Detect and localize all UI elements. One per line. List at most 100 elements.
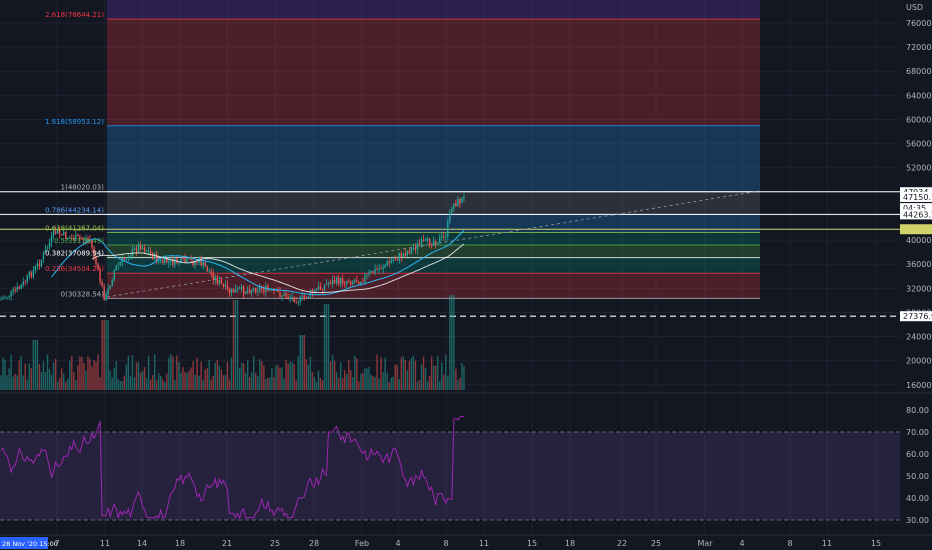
candle-body [366, 274, 368, 276]
candle-body [111, 280, 113, 287]
volume-bar [255, 373, 257, 390]
volume-bar [91, 366, 93, 390]
candle-body [434, 241, 437, 245]
volume-bar [180, 372, 182, 390]
volume-bar [451, 295, 453, 390]
volume-bar [414, 360, 417, 390]
candle-body [337, 277, 340, 285]
candle-body [358, 282, 360, 284]
rsi-axis[interactable]: 80.00 70.00 60.00 50.00 40.00 30.00 [906, 406, 929, 525]
candle-body [386, 261, 388, 266]
volume-bar [34, 340, 37, 390]
candle-body [32, 270, 35, 277]
candle-body [457, 199, 459, 207]
volume-bar [248, 377, 251, 390]
candle-body [402, 253, 405, 258]
volume-bar [323, 304, 326, 390]
candle-body [107, 288, 109, 294]
candle-body [222, 283, 225, 287]
volume-bar [333, 360, 336, 390]
volume-bar [224, 375, 227, 390]
volume-bar [339, 362, 342, 390]
volume-bar [376, 354, 378, 390]
volume-bar [153, 354, 156, 390]
candle-body [0, 299, 2, 301]
volume-bar [432, 365, 435, 390]
volume-bar [434, 365, 437, 390]
price-tag [900, 224, 932, 235]
candle-body [141, 247, 144, 250]
time-tick-label: 7 [54, 539, 59, 548]
candle-body [26, 275, 29, 282]
price-candles [0, 192, 465, 306]
fib-level-label: 0.618(41267.04) [45, 224, 104, 232]
volume-bar [22, 375, 24, 390]
volume-bar [386, 372, 388, 390]
volume-bar [321, 380, 324, 390]
volume-bar [250, 372, 253, 390]
volume-bar [10, 354, 12, 390]
price-tick-label: 56000.00 [906, 140, 932, 149]
candle-body [253, 287, 255, 291]
candle-body [20, 285, 22, 289]
candle-body [250, 290, 253, 294]
fib-zone [107, 191, 760, 215]
candle-body [420, 239, 423, 244]
fib-level-label: 0.236(34504.24) [45, 265, 104, 273]
volume-bar [430, 356, 433, 390]
candle-body [194, 261, 196, 266]
candle-body [329, 282, 332, 285]
volume-bar [73, 371, 75, 390]
volume-bar [459, 377, 461, 390]
candle-body [352, 281, 354, 285]
volume-bar [455, 368, 457, 390]
candle-body [166, 258, 168, 263]
candle-body [162, 259, 164, 263]
volume-bar [346, 373, 348, 390]
candle-body [85, 239, 87, 241]
candle-body [190, 258, 192, 261]
price-tick-label: 60000.00 [906, 115, 932, 124]
price-tick-label: 72000.00 [906, 43, 932, 52]
volume-bar [307, 364, 310, 390]
price-tag [900, 209, 932, 220]
volume-bar [261, 360, 263, 390]
volume-bar [370, 374, 372, 390]
volume-bar [48, 368, 51, 390]
volume-bar [313, 376, 316, 390]
volume-bar [147, 356, 150, 390]
candle-body [309, 290, 312, 297]
volume-bar [204, 369, 206, 390]
candle-body [439, 237, 441, 243]
candle-body [157, 260, 160, 262]
volume-bar [176, 355, 178, 390]
candle-body [220, 280, 223, 284]
volume-bar [109, 370, 111, 390]
candle-body [265, 286, 267, 292]
volume-bar [364, 368, 366, 390]
volume-bar [271, 368, 273, 390]
price-tick-label: 68000.00 [906, 67, 932, 76]
volume-bar [390, 377, 392, 390]
volume-bar [81, 356, 83, 390]
candle-body [382, 267, 384, 270]
candle-body [28, 272, 31, 276]
candle-body [424, 239, 427, 241]
price-axis[interactable]: 76000.00 72000.00 68000.00 64000.00 60000.00… [900, 19, 932, 390]
volume-bar [275, 365, 277, 390]
candle-body [325, 283, 328, 285]
fib-zone [107, 257, 760, 274]
candle-body [348, 281, 350, 283]
candle-body [257, 290, 259, 293]
volume-bar [289, 361, 291, 390]
candle-body [238, 288, 241, 290]
volume-bar [240, 362, 243, 390]
candle-body [2, 297, 4, 300]
candle-body [75, 235, 77, 241]
volume-bar [305, 359, 308, 390]
time-axis[interactable]: 7 11 14 18 21 25 28 Feb 4 8 11 15 18 22 25 Mar 4 8 11 15 28 … [0, 534, 932, 549]
volume-bar [374, 377, 376, 390]
volume-bar [325, 304, 328, 390]
candle-body [279, 292, 281, 297]
